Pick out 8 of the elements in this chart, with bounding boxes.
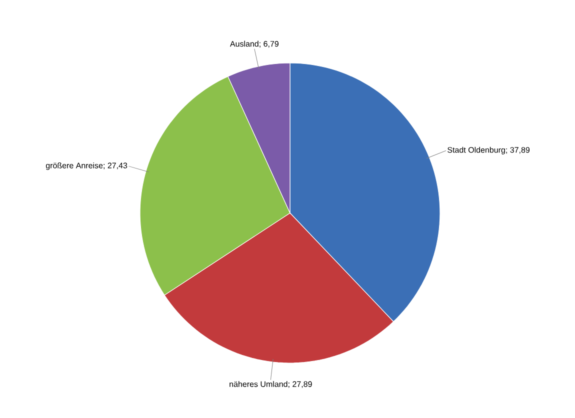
data-label: ; 27,89 xyxy=(288,381,312,388)
slice-label: größere Anreise xyxy=(46,162,103,170)
slice-label: näheres Umland xyxy=(230,381,288,387)
data-label: ; 27,43 xyxy=(104,162,128,170)
data-label: ; 37,89 xyxy=(506,147,530,154)
slice-label: Stadt Oldenburg xyxy=(448,146,505,154)
slice-label: Ausland xyxy=(230,40,258,47)
data-label: ; 6,79 xyxy=(260,41,279,48)
